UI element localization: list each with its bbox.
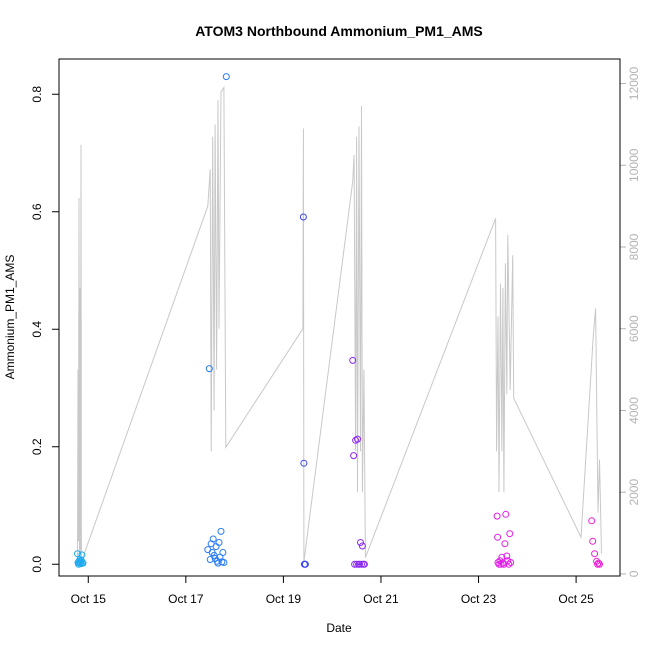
data-point xyxy=(206,556,214,563)
data-point xyxy=(360,560,368,568)
data-point xyxy=(299,213,307,221)
data-point xyxy=(354,435,361,443)
data-point xyxy=(353,560,361,568)
x-tick-label: Oct 25 xyxy=(558,592,594,606)
data-point xyxy=(349,356,357,364)
axes: Oct 15 Oct 17 Oct 19 Oct 21 Oct 23 Oct 25 0.0 0… xyxy=(30,67,641,606)
y-tick-label: 0.0 xyxy=(30,556,44,573)
data-point xyxy=(503,552,511,560)
data-point xyxy=(358,560,365,568)
data-point xyxy=(493,512,501,520)
data-point xyxy=(500,560,508,568)
x-tick-label: Oct 19 xyxy=(266,592,302,606)
data-point xyxy=(594,560,602,568)
data-point xyxy=(356,560,363,568)
data-point xyxy=(78,551,86,559)
data-point xyxy=(215,539,223,546)
data-point xyxy=(506,530,514,538)
data-point xyxy=(79,559,87,567)
data-point xyxy=(209,535,217,543)
y-tick-label: 0.6 xyxy=(30,203,44,220)
x-tick-label: Oct 15 xyxy=(71,592,107,606)
y-tick-label: 0.2 xyxy=(30,438,44,455)
y-tick-label: 0.4 xyxy=(30,321,44,338)
y2-tick-label: 4000 xyxy=(627,397,641,424)
data-point xyxy=(495,560,503,568)
x-tick-label: Oct 17 xyxy=(168,592,204,606)
x-tick-label: Oct 21 xyxy=(363,592,399,606)
y-axis-label: Ammonium_PM1_AMS xyxy=(3,255,17,380)
y2-tick-label: 10000 xyxy=(627,148,641,182)
data-point xyxy=(222,73,230,81)
data-points xyxy=(74,73,603,568)
data-point xyxy=(358,542,366,550)
data-point xyxy=(205,365,213,373)
y2-tick-label: 2000 xyxy=(627,479,641,506)
data-point xyxy=(591,550,599,558)
plot-frame xyxy=(58,58,621,577)
data-point xyxy=(596,560,603,568)
data-point xyxy=(494,533,502,541)
data-point xyxy=(507,559,515,566)
data-point xyxy=(589,537,597,545)
data-point xyxy=(74,550,81,558)
data-point xyxy=(502,510,510,518)
data-point xyxy=(351,560,359,568)
data-point xyxy=(300,459,308,467)
y2-tick-label: 8000 xyxy=(627,233,641,260)
x-axis-label: Date xyxy=(326,621,352,635)
data-point xyxy=(301,560,309,568)
data-point xyxy=(588,517,596,525)
data-point xyxy=(217,527,225,535)
data-point xyxy=(352,436,360,444)
y2-tick-label: 6000 xyxy=(627,315,641,342)
data-point xyxy=(219,549,227,556)
y2-tick-label: 12000 xyxy=(627,67,641,101)
data-point xyxy=(350,452,358,460)
data-point xyxy=(497,560,505,568)
data-point xyxy=(357,539,364,546)
data-point xyxy=(595,559,602,567)
data-point xyxy=(204,546,212,554)
y2-tick-label: 0 xyxy=(627,570,641,577)
y-tick-label: 0.8 xyxy=(30,86,44,103)
x-tick-label: Oct 23 xyxy=(461,592,497,606)
data-point xyxy=(501,540,509,548)
data-point xyxy=(220,559,228,566)
data-point xyxy=(505,560,513,568)
altitude-line xyxy=(77,86,602,566)
altitude-trace xyxy=(77,86,602,566)
chart-title: ATOM3 Northbound Ammonium_PM1_AMS xyxy=(195,23,483,39)
data-point xyxy=(212,543,220,551)
